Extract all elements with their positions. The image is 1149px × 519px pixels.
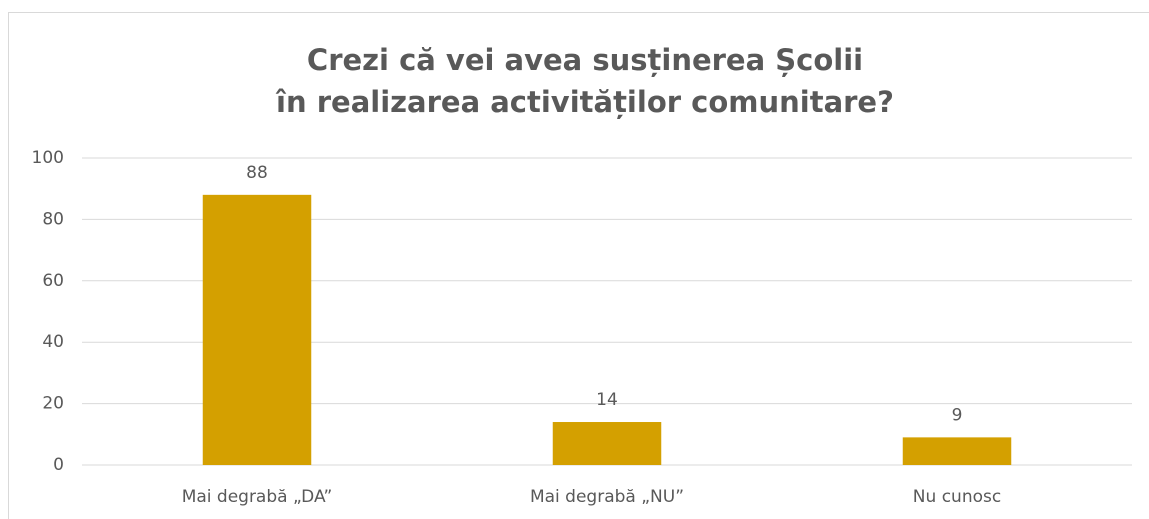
x-tick-label: Nu cunosc [913, 487, 1001, 507]
x-tick-label: Mai degrabă „DA” [182, 487, 333, 507]
y-tick-label: 40 [42, 332, 64, 352]
bar [202, 194, 312, 465]
chart-title: Crezi că vei avea susținerea Școlii [307, 43, 863, 77]
data-label: 88 [246, 163, 268, 183]
x-tick-label: Mai degrabă „NU” [530, 487, 684, 507]
data-label: 9 [952, 405, 963, 425]
bar [902, 437, 1012, 465]
y-tick-label: 0 [53, 455, 64, 475]
bar [552, 422, 662, 465]
y-tick-label: 20 [42, 394, 64, 414]
data-label: 14 [596, 390, 618, 410]
y-tick-label: 100 [32, 148, 64, 168]
chart-title: în realizarea activităților comunitare? [275, 85, 894, 119]
y-tick-label: 60 [42, 271, 64, 291]
y-tick-label: 80 [42, 209, 64, 229]
